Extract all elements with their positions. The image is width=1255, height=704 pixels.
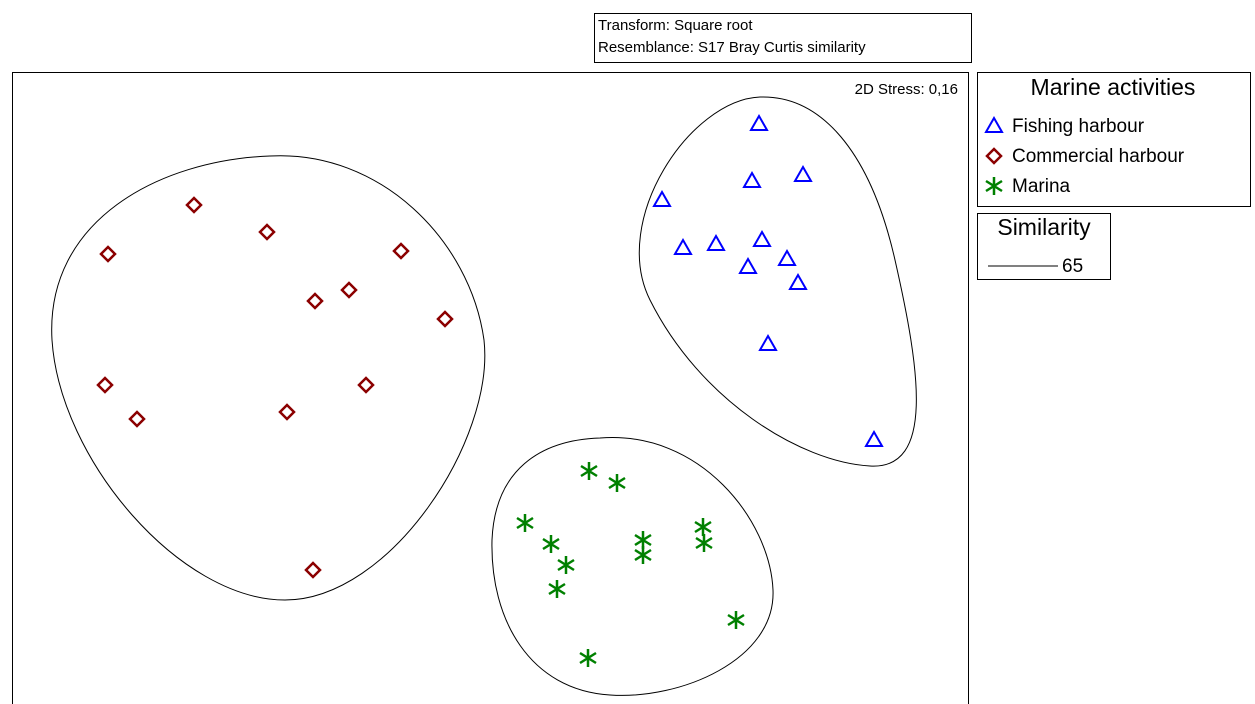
legend-label: Marina xyxy=(1012,176,1071,197)
similarity-title: Similarity xyxy=(997,214,1091,240)
legend-box xyxy=(977,72,1251,207)
triangle-marker xyxy=(706,233,726,251)
note: Resemblance: S17 Bray Curtis similarity xyxy=(598,39,866,56)
triangle-marker xyxy=(673,237,693,255)
stress-label: 2D Stress: 0,16 xyxy=(855,81,958,98)
triangle-marker xyxy=(984,115,1004,133)
star-marker xyxy=(634,546,652,564)
star-marker xyxy=(727,611,745,629)
note: Transform: Square root xyxy=(598,17,753,34)
similarity-box xyxy=(977,213,1111,280)
diamond-marker xyxy=(278,403,296,421)
contour xyxy=(51,155,486,601)
note-box xyxy=(594,13,972,63)
star-marker xyxy=(694,518,712,536)
triangle-marker xyxy=(788,272,808,290)
legend-label: Commercial harbour xyxy=(1012,146,1185,167)
legend-label: Fishing harbour xyxy=(1012,116,1145,137)
triangle-marker xyxy=(864,429,884,447)
diamond-marker xyxy=(99,245,117,263)
diamond-marker xyxy=(306,292,324,310)
triangle-marker xyxy=(752,229,772,247)
diamond-marker xyxy=(436,310,454,328)
star-marker xyxy=(985,177,1003,195)
triangle-marker xyxy=(777,248,797,266)
contour xyxy=(638,96,917,467)
diamond-marker xyxy=(985,147,1003,165)
similarity-contours xyxy=(51,96,917,696)
similarity-level: 65 xyxy=(1062,256,1083,277)
triangle-marker xyxy=(749,113,769,131)
diamond-marker xyxy=(357,376,375,394)
triangle-marker xyxy=(652,189,672,207)
star-marker xyxy=(579,649,597,667)
contour xyxy=(491,437,774,696)
star-marker xyxy=(557,556,575,574)
triangle-marker xyxy=(758,333,778,351)
diamond-marker xyxy=(304,561,322,579)
star-marker xyxy=(542,535,560,553)
star-marker xyxy=(516,514,534,532)
diamond-marker xyxy=(185,196,203,214)
triangle-marker xyxy=(793,164,813,182)
star-marker xyxy=(608,474,626,492)
diamond-marker xyxy=(96,376,114,394)
triangle-marker xyxy=(738,256,758,274)
diamond-marker xyxy=(128,410,146,428)
star-marker xyxy=(580,462,598,480)
diamond-marker xyxy=(258,223,276,241)
plot-frame xyxy=(12,72,969,704)
triangle-marker xyxy=(742,170,762,188)
legend-title: Marine activities xyxy=(1031,74,1196,100)
diamond-marker xyxy=(340,281,358,299)
star-marker xyxy=(695,534,713,552)
star-marker xyxy=(548,580,566,598)
diamond-marker xyxy=(392,242,410,260)
